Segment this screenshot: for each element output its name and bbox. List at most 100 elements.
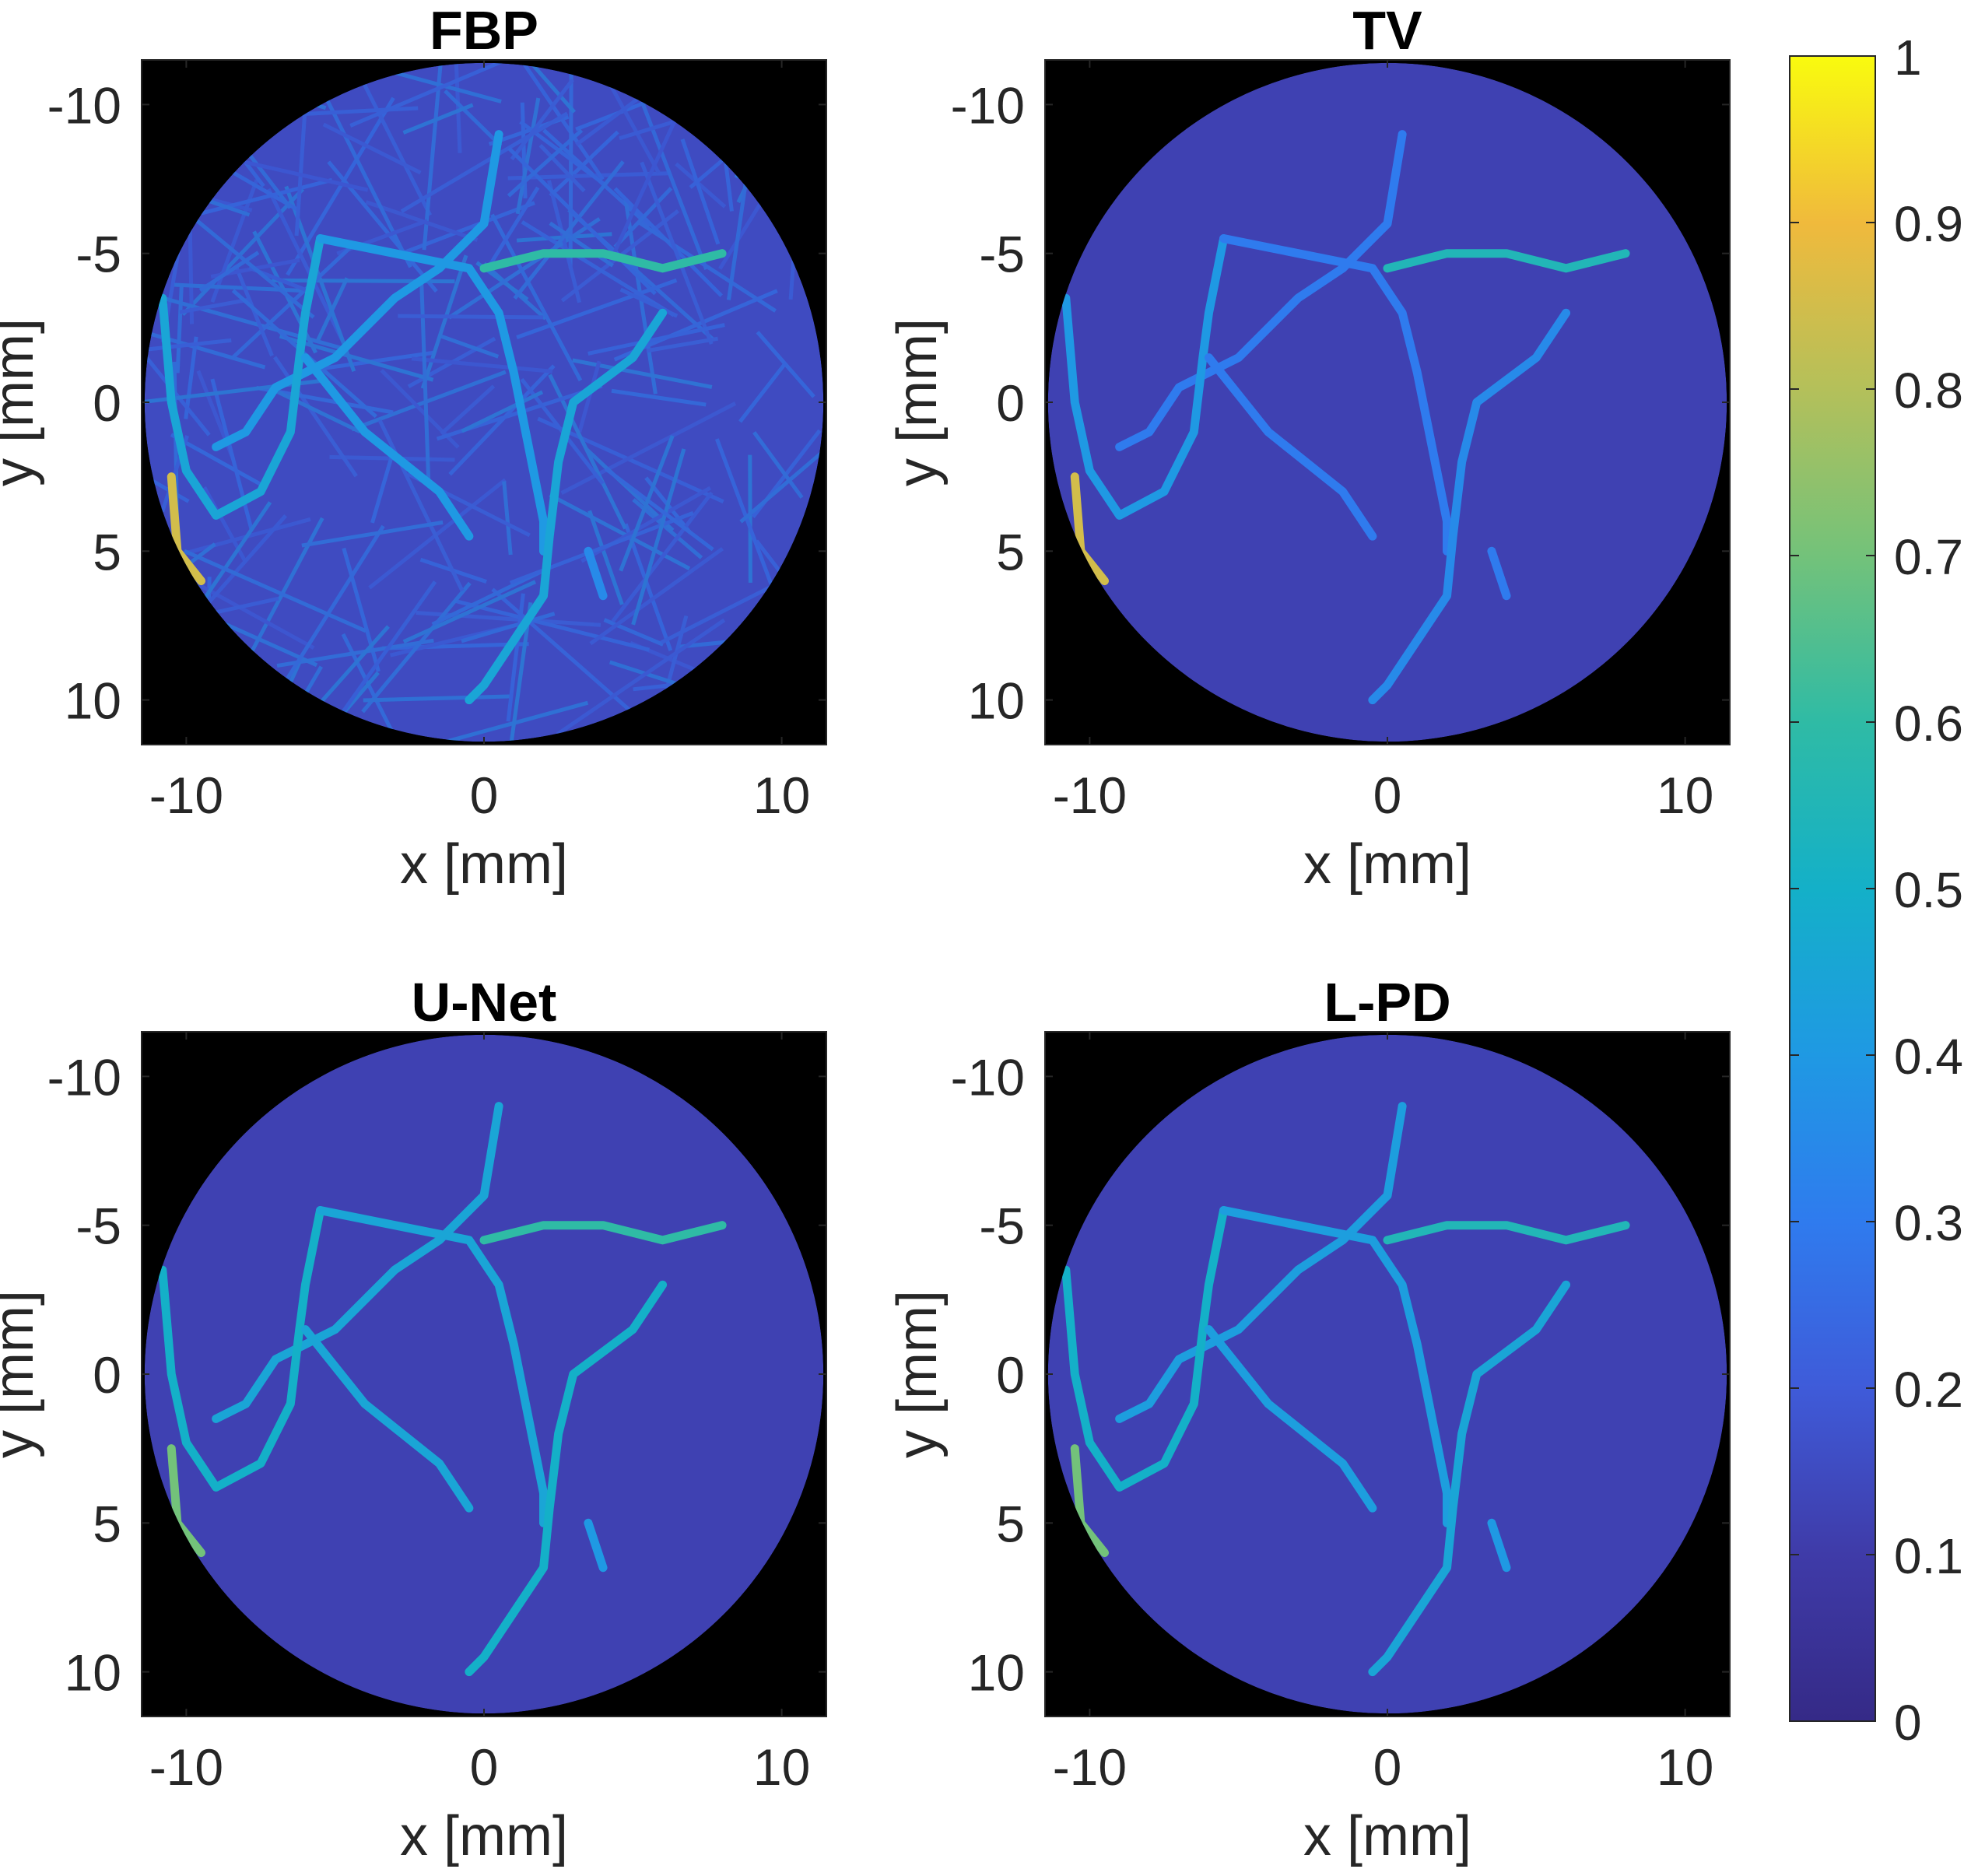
streak [447,217,601,320]
vessel [465,1280,668,1677]
x-axis-label: x [mm] [400,1805,568,1867]
streak [361,581,472,714]
y-tick-label: 5 [996,1495,1025,1552]
x-tick-label: 0 [1373,766,1402,824]
panel-title: FBP [430,0,538,61]
vessel [1368,308,1571,705]
streak [200,177,333,216]
x-tick-label: -10 [1053,1738,1127,1796]
panel-u-net: -10 0 10 -10 -5 0 5 10 U-Net x [mm] y [mm] [0,972,827,1867]
colorbar-tick-label: 1 [1894,30,1922,86]
streak [739,435,824,524]
x-tick-label: -10 [149,766,223,824]
fov-background [144,1034,824,1714]
colorbar-gradient [1789,55,1876,1722]
streak [619,435,675,572]
y-axis-label: y [mm] [886,1290,949,1458]
streak [322,122,422,175]
streak [506,593,525,722]
streak [235,158,369,192]
streak [398,314,544,320]
fov-image [1047,62,1727,742]
streak [640,102,709,270]
streak [286,96,395,276]
y-tick-label: -10 [47,1048,121,1106]
vessel [1115,130,1407,451]
streak [461,390,544,433]
vessel [1383,1221,1630,1245]
fov-image [1047,1034,1727,1714]
streak [144,303,211,437]
x-tick-label: -10 [1053,766,1127,824]
y-tick-label: -10 [951,1048,1025,1106]
fov-background [1047,62,1727,742]
streak [363,694,510,703]
streak [175,286,184,373]
y-axis-label: y [mm] [0,318,45,486]
streak [444,89,503,148]
streak [400,111,569,213]
y-tick-label: 5 [93,523,121,580]
vessel [1487,1518,1511,1573]
colorbar-tick-label: 0.3 [1894,1195,1963,1251]
streak [507,171,668,181]
streak [538,143,586,193]
streak [572,358,713,389]
colorbar-tick-label: 0.2 [1894,1362,1963,1418]
streak [370,451,395,524]
streak [402,103,474,135]
streak [507,128,584,198]
streak [286,524,385,680]
streak [181,188,305,317]
colorbar-tick-label: 0 [1894,1695,1922,1751]
streak [368,478,507,590]
streak [349,62,521,128]
streak [549,130,619,198]
colorbar-tick-label: 0.9 [1894,196,1963,252]
colorbar-tick-label: 0.8 [1894,363,1963,419]
vessel [300,1325,474,1513]
vessel [1061,234,1229,520]
vessel [584,1518,608,1573]
streak [174,282,310,293]
y-tick-label: -10 [47,76,121,134]
streak [420,254,468,389]
vessels [158,130,727,705]
streak [587,323,725,356]
streak [564,62,661,174]
streak [440,334,500,359]
y-tick-label: 0 [93,1346,121,1404]
y-tick-label: -5 [75,1197,121,1255]
streak [521,220,675,317]
vessel [316,234,549,556]
streak [491,587,645,724]
streak [611,388,707,407]
streak [726,174,749,300]
vessel [1204,353,1377,541]
x-tick-label: -10 [149,1738,223,1796]
streak [577,360,601,433]
vessel [1487,546,1511,601]
streak [402,580,537,644]
y-tick-label: 10 [968,672,1025,730]
streak [335,580,437,723]
y-tick-label: -10 [951,76,1025,134]
streak [173,570,315,650]
y-tick-label: -5 [979,226,1025,283]
streak [505,601,533,742]
streak [560,401,737,495]
streak [549,493,691,570]
panel-l-pd: -10 0 10 -10 -5 0 5 10 L-PD x [mm] y [mm] [886,972,1731,1867]
vessel [158,1206,325,1492]
streak [631,448,686,626]
streak [351,370,507,432]
x-tick-label: 0 [470,766,499,824]
x-axis-label: x [mm] [1303,833,1471,896]
streak [510,78,574,161]
fov-background [1047,1034,1727,1714]
x-axis-label: x [mm] [400,833,568,896]
vessel [158,234,325,520]
streak [603,618,665,647]
vessel [1219,234,1452,556]
y-tick-label: 10 [968,1644,1025,1702]
